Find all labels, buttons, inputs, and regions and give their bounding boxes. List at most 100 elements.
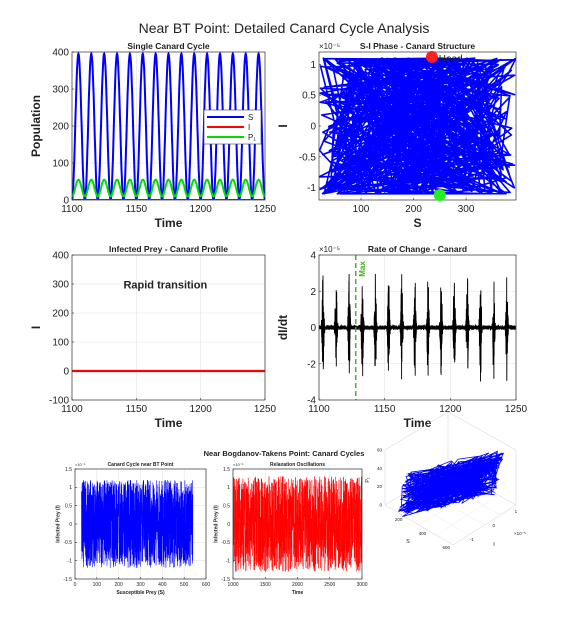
x-tick-label: 1100: [61, 404, 83, 415]
y-tick-label: -1.5: [221, 577, 230, 583]
panel-relax: 1000 1500 2000 2500 3000 -1.5 -1 -0.5 0 0.5 1 1.5 Re…: [214, 462, 368, 596]
y-axis-label: I: [493, 542, 495, 548]
panel-3d: 3D Canard Structure0204060200400600-101S…: [365, 411, 526, 550]
axis-exponent: ×10⁻⁵: [233, 462, 244, 467]
x-tick-label: 200: [114, 582, 123, 588]
y-tick-label: 0.5: [223, 503, 230, 509]
chart-title: Single Canard Cycle: [127, 41, 209, 51]
axis-exponent: ×10⁻⁵: [75, 462, 86, 467]
x-tick-label: 1200: [190, 404, 213, 415]
box-edge: [384, 411, 449, 451]
x-tick-label: 1100: [61, 204, 83, 215]
y-tick-label: -2: [307, 359, 316, 370]
grid-line: [435, 495, 500, 536]
x-tick-label: 300: [136, 582, 145, 588]
time-series: [233, 476, 362, 572]
x-axis-label: Time: [155, 416, 183, 430]
y-tick-label: 0.5: [302, 91, 316, 102]
y-tick-label: 0: [493, 523, 496, 528]
y-tick-label: 0: [63, 196, 69, 207]
x-tick-label: 600: [442, 545, 450, 550]
x-axis-label: Time: [292, 590, 304, 596]
x-tick-label: 1000: [227, 582, 238, 588]
trajectory-3d: [398, 450, 505, 517]
y-tick-label: 300: [52, 280, 69, 291]
x-tick-label: 1100: [308, 404, 330, 415]
y-tick-label: 1.5: [223, 467, 230, 473]
axis-exponent: ×10⁻⁵: [319, 42, 340, 51]
x-axis-label: Susceptible Prey (S): [116, 590, 165, 596]
x-tick-label: 1250: [505, 404, 528, 415]
y-tick-label: -1: [470, 537, 474, 542]
legend-entry: S: [248, 113, 253, 122]
y-tick-label: 1: [310, 60, 316, 71]
y-tick-label: -0.5: [299, 152, 317, 163]
series-line: [319, 273, 516, 382]
y-tick-label: 0: [227, 522, 230, 528]
panel-si: 100 200 300 -1 -0.5 0 0.5 1 S-I Phase - Canard S…: [276, 41, 517, 230]
z-tick-label: 0: [379, 503, 382, 508]
y-tick-label: 4: [310, 251, 316, 262]
x-axis-label: S: [406, 539, 410, 545]
annotation-label: Head: [439, 54, 463, 65]
x-tick-label: 1200: [190, 204, 213, 215]
y-axis-label: I: [276, 124, 290, 127]
legend-entry: I: [248, 123, 250, 132]
panel-bt: 0 100 200 300 400 500 600 -1.5 -1 -0.5 0 0.5 1 1.5 Can…: [56, 462, 211, 596]
y-tick-label: 2: [310, 287, 316, 298]
x-tick-label: 1150: [126, 204, 148, 215]
chart-title: Relaxation Oscillations: [270, 462, 325, 468]
axes-frame: [71, 51, 266, 201]
series-line: [72, 178, 265, 198]
phase-trajectory: [81, 479, 194, 568]
series-line: [72, 52, 265, 200]
panel-rate: 1100 1150 1200 1250 -4 -2 0 2 4 Rate of Change - …: [276, 244, 528, 430]
chart-title: Canard Cycle near BT Point: [108, 462, 174, 468]
x-tick-label: 1500: [260, 582, 271, 588]
y-tick-label: -1: [68, 558, 73, 564]
x-tick-label: 2500: [324, 582, 335, 588]
figure-title: Near BT Point: Detailed Canard Cycle Ana…: [139, 20, 430, 36]
tail-marker: [433, 189, 446, 202]
x-tick-label: 400: [158, 582, 167, 588]
x-tick-label: 1150: [374, 404, 396, 415]
axes-frame: [318, 254, 517, 401]
z-tick-label: 40: [377, 466, 383, 471]
x-tick-label: 0: [74, 582, 77, 588]
plot-area: [72, 255, 265, 400]
chart-title: S-I Phase - Canard Structure: [360, 41, 476, 51]
y-tick-label: -100: [49, 396, 69, 407]
chart-title: Rate of Change - Canard: [368, 244, 467, 254]
y-tick-label: 0: [69, 522, 72, 528]
head-marker: [425, 50, 438, 63]
axes-frame: [71, 254, 266, 401]
x-axis-label: Time: [155, 216, 183, 230]
max-line-label: Max: [358, 261, 367, 277]
x-tick-label: 200: [405, 204, 422, 215]
x-tick-label: 2000: [292, 582, 303, 588]
box-edge: [447, 411, 517, 451]
y-tick-label: 400: [52, 251, 69, 262]
annotation-label: Rapid transition: [123, 279, 207, 291]
axes-frame: [232, 468, 363, 580]
x-tick-label: 1250: [254, 404, 277, 415]
x-axis-label: S: [413, 216, 421, 230]
axes-frame: [318, 51, 517, 201]
x-tick-label: 1200: [439, 404, 462, 415]
y-axis-label: Infected Prey (I): [214, 505, 220, 543]
y-tick-label: -1: [307, 183, 316, 194]
y-axis-label: Infected Prey (I): [56, 505, 62, 543]
y-tick-label: -1: [226, 558, 231, 564]
legend-entry: P₁: [248, 133, 256, 142]
x-tick-label: 100: [353, 204, 370, 215]
x-tick-label: 300: [458, 204, 475, 215]
y-tick-label: 1.5: [65, 467, 72, 473]
axis-exponent: ×10⁻⁵: [319, 245, 340, 254]
y-axis-label: dI/dt: [276, 315, 290, 340]
x-tick-label: 400: [419, 531, 427, 536]
y-tick-label: 0: [310, 323, 316, 334]
y-tick-label: 0: [63, 367, 69, 378]
y-tick-label: 1: [69, 485, 72, 491]
chart-title: Infected Prey - Canard Profile: [109, 244, 228, 254]
